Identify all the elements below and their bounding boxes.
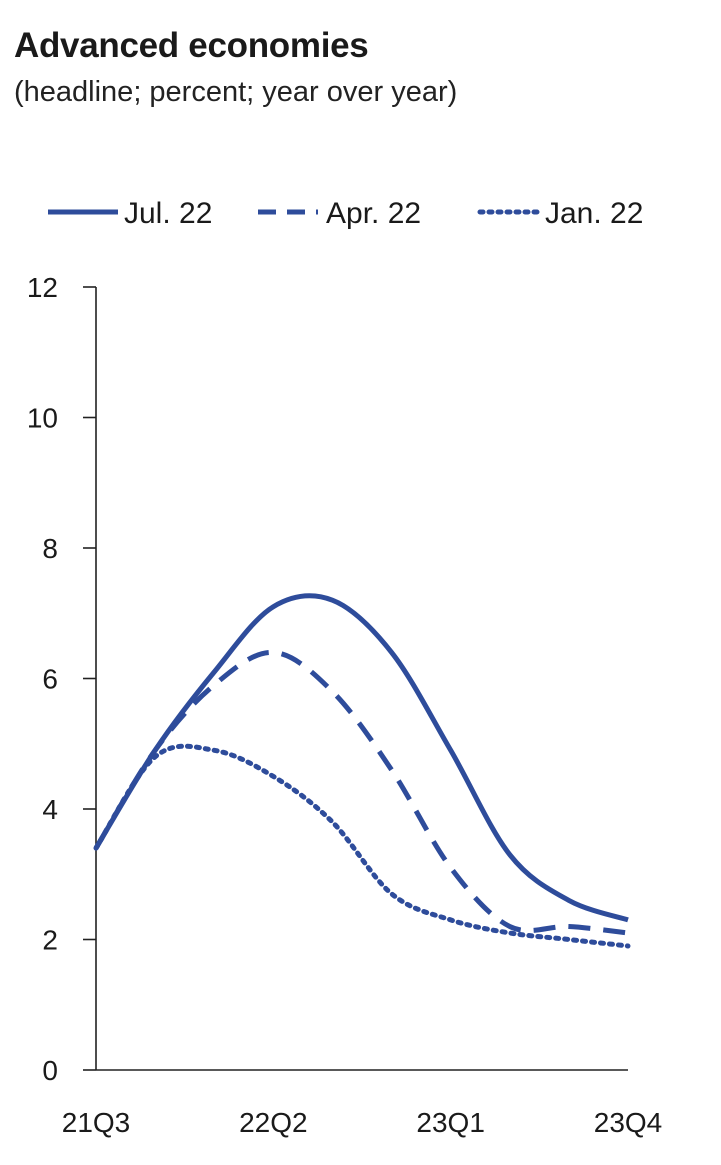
y-tick-label: 6 xyxy=(42,664,58,695)
y-tick-label: 0 xyxy=(42,1055,58,1086)
y-tick-label: 4 xyxy=(42,794,58,825)
y-tick-label: 12 xyxy=(27,272,58,303)
y-tick-label: 10 xyxy=(27,403,58,434)
legend-label-jul-22: Jul. 22 xyxy=(124,197,212,230)
x-tick-label: 21Q3 xyxy=(62,1107,131,1138)
legend-label-jan-22: Jan. 22 xyxy=(545,197,643,230)
chart-title: Advanced economies xyxy=(14,26,369,65)
x-tick-label: 23Q1 xyxy=(416,1107,485,1138)
series-line-jan-22 xyxy=(93,743,631,949)
legend-label-apr-22: Apr. 22 xyxy=(326,197,421,230)
x-tick-label: 22Q2 xyxy=(239,1107,308,1138)
chart-subtitle: (headline; percent; year over year) xyxy=(14,76,458,108)
x-tick-label: 23Q4 xyxy=(594,1107,663,1138)
y-tick-label: 2 xyxy=(42,925,58,956)
y-tick-label: 8 xyxy=(42,533,58,564)
series-line-jul-22 xyxy=(93,593,629,923)
